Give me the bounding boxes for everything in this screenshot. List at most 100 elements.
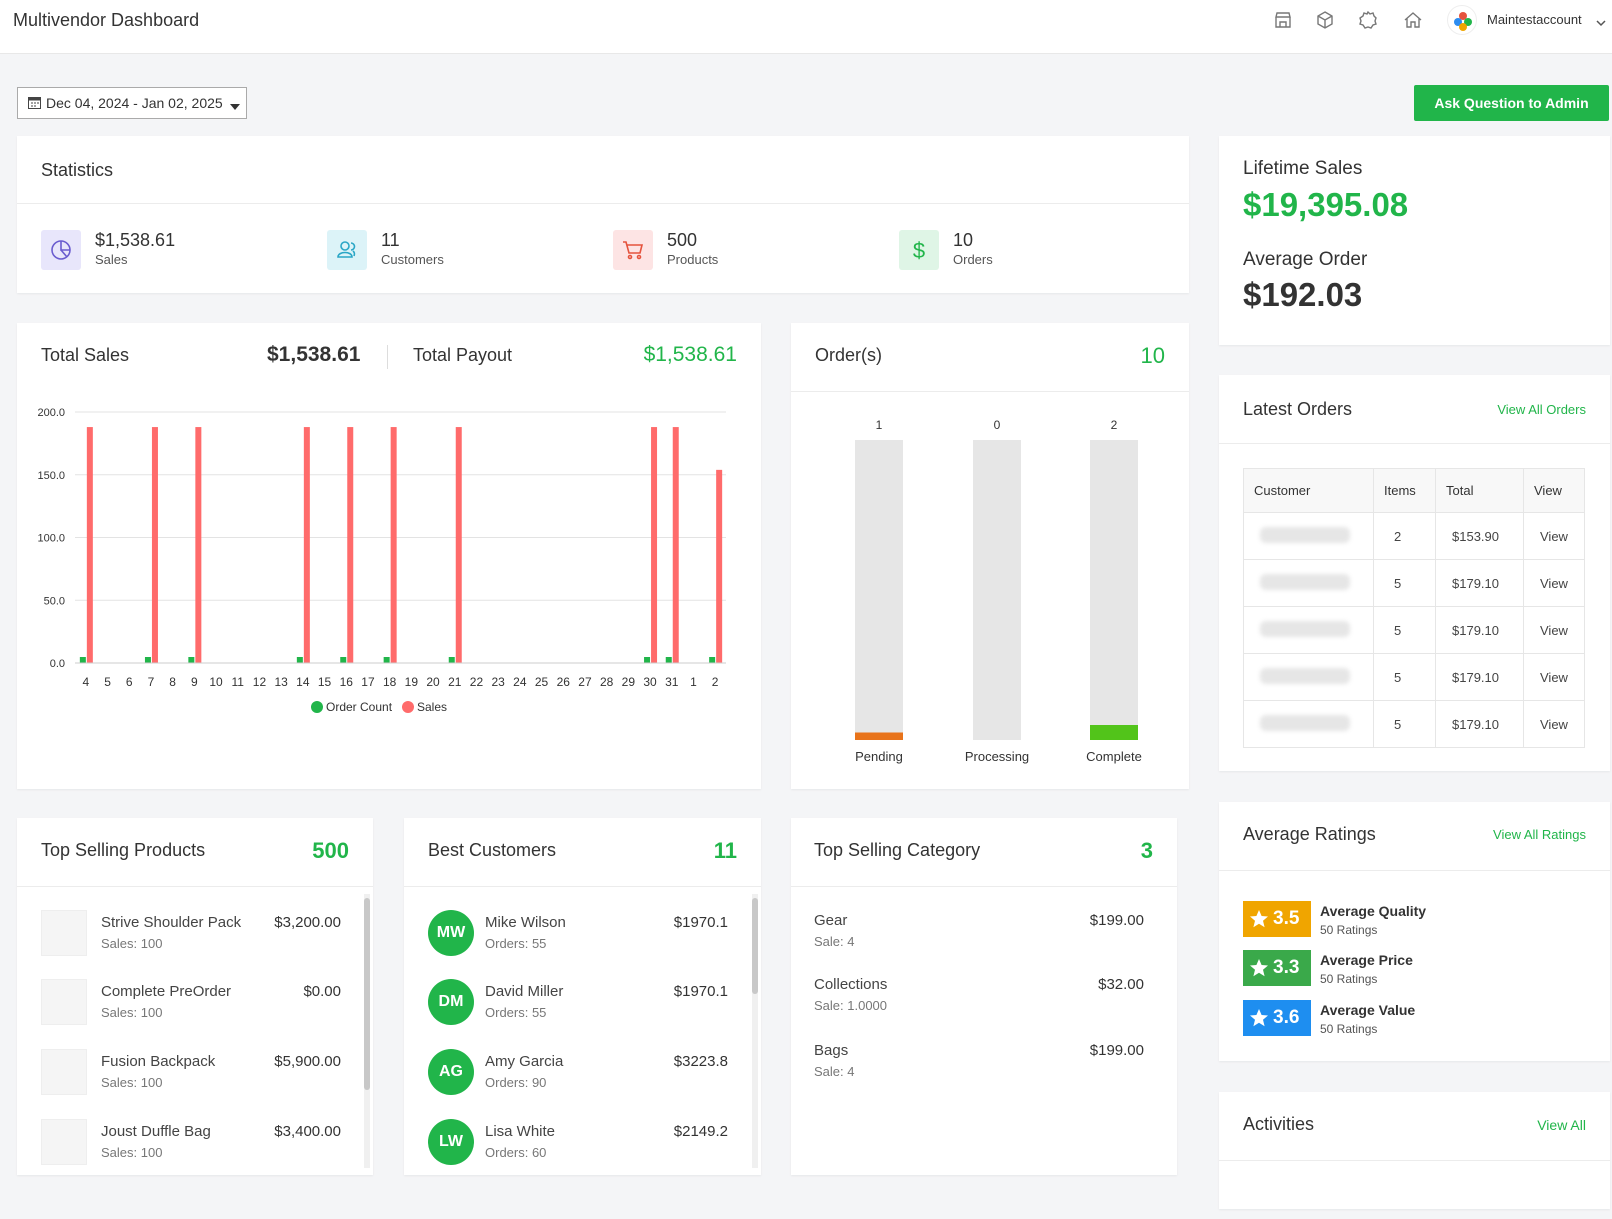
- scrollbar-thumb[interactable]: [752, 898, 758, 994]
- users-icon: [327, 230, 367, 270]
- avatar: DM: [428, 979, 474, 1025]
- customer-orders: Orders: 55: [485, 1005, 547, 1020]
- x-tick-label: 27: [578, 675, 592, 689]
- divider: [404, 886, 761, 887]
- view-link[interactable]: View: [1523, 606, 1585, 654]
- order-count-bar: [340, 657, 347, 663]
- customer-cell: [1243, 700, 1374, 748]
- order-count-label: 1: [876, 418, 883, 432]
- star-icon: [1250, 959, 1268, 977]
- sales-bar: [716, 469, 723, 663]
- x-tick-label: 6: [126, 675, 133, 689]
- product-amount: $5,900.00: [274, 1053, 341, 1070]
- view-all-orders-link[interactable]: View All Orders: [1497, 402, 1586, 417]
- list-item[interactable]: AG Amy Garcia Orders: 90 $3223.8: [428, 1049, 728, 1109]
- view-all-activities-link[interactable]: View All: [1537, 1117, 1586, 1133]
- avatar[interactable]: [1447, 5, 1477, 35]
- total-cell: $153.90: [1435, 512, 1524, 560]
- list-item[interactable]: Gear Sale: 4 $199.00: [814, 912, 1144, 962]
- product-image-placeholder: [41, 1049, 87, 1095]
- divider: [387, 345, 388, 369]
- x-tick-label: 22: [470, 675, 484, 689]
- order-status-label: Pending: [855, 749, 903, 764]
- y-tick-label: 100.0: [37, 533, 65, 545]
- sales-bar: [651, 427, 658, 663]
- product-name: Complete PreOrder: [101, 983, 232, 1000]
- dollar-icon: $: [899, 230, 939, 270]
- product-amount: $3,400.00: [274, 1123, 341, 1140]
- pie-chart-icon: [41, 230, 81, 270]
- view-link[interactable]: View: [1523, 700, 1585, 748]
- product-sales: Sales: 100: [101, 1005, 163, 1020]
- table-row: 5 $179.10 View: [1243, 700, 1585, 748]
- order-bar-track: [855, 440, 903, 740]
- list-item[interactable]: Collections Sale: 1.0000 $32.00: [814, 976, 1144, 1026]
- order-bar-track: [1090, 440, 1138, 740]
- chevron-down-icon[interactable]: [1596, 14, 1606, 32]
- total-cell: $179.10: [1435, 559, 1524, 607]
- divider: [1219, 1160, 1610, 1161]
- gear-icon[interactable]: [1357, 9, 1379, 31]
- sales-bar: [347, 427, 354, 663]
- rating-badge: 3.3: [1243, 950, 1311, 986]
- scrollbar-thumb[interactable]: [364, 898, 370, 1090]
- box-icon[interactable]: [1314, 9, 1336, 31]
- ask-admin-button[interactable]: Ask Question to Admin: [1414, 85, 1609, 121]
- stat-value: $1,538.61: [95, 230, 176, 250]
- x-tick-label: 14: [296, 675, 310, 689]
- lifetime-card: Lifetime Sales $19,395.08 Average Order …: [1219, 136, 1610, 345]
- orders-title: Order(s): [815, 345, 882, 365]
- top-category-card: Top Selling Category 3 Gear Sale: 4 $199…: [791, 818, 1177, 1175]
- view-link[interactable]: View: [1523, 512, 1585, 560]
- order-bar-track: [973, 440, 1021, 740]
- sales-bar: [303, 427, 310, 663]
- x-tick-label: 26: [557, 675, 571, 689]
- date-range-picker[interactable]: Dec 04, 2024 - Jan 02, 2025: [17, 87, 247, 119]
- list-item[interactable]: Strive Shoulder Pack Sales: 100 $3,200.0…: [41, 910, 341, 970]
- x-tick-label: 8: [169, 675, 176, 689]
- list-item[interactable]: Fusion Backpack Sales: 100 $5,900.00: [41, 1049, 341, 1109]
- list-item[interactable]: LW Lisa White Orders: 60 $2149.2: [428, 1119, 728, 1175]
- rating-name: Average Price: [1320, 952, 1413, 968]
- rating-score: 3.3: [1273, 957, 1300, 978]
- ratings-title: Average Ratings: [1243, 824, 1376, 844]
- stat-label: Products: [667, 252, 719, 267]
- account-name[interactable]: Maintestaccount: [1487, 12, 1582, 27]
- list-item[interactable]: Bags Sale: 4 $199.00: [814, 1042, 1144, 1092]
- table-row: 5 $179.10 View: [1243, 559, 1585, 607]
- stat-label: Orders: [953, 252, 993, 267]
- x-tick-label: 19: [405, 675, 419, 689]
- order-count-bar: [665, 657, 672, 663]
- list-item[interactable]: Joust Duffle Bag Sales: 100 $3,400.00: [41, 1119, 341, 1175]
- list-item[interactable]: Complete PreOrder Sales: 100 $0.00: [41, 979, 341, 1039]
- list-item[interactable]: MW Mike Wilson Orders: 55 $1970.1: [428, 910, 728, 970]
- order-count-bar: [448, 657, 455, 663]
- product-sales: Sales: 100: [101, 1075, 163, 1090]
- latest-orders-title: Latest Orders: [1243, 399, 1353, 419]
- x-tick-label: 23: [491, 675, 505, 689]
- statistics-title: Statistics: [41, 160, 114, 180]
- rating-score: 3.6: [1273, 1007, 1300, 1028]
- customer-orders: Orders: 60: [485, 1145, 547, 1160]
- redacted-name: [1260, 620, 1350, 637]
- product-image-placeholder: [41, 910, 87, 956]
- x-tick-label: 15: [318, 675, 332, 689]
- x-tick-label: 4: [83, 675, 90, 689]
- home-icon[interactable]: [1402, 9, 1424, 31]
- order-count-label: 0: [994, 418, 1001, 432]
- rating-count: 50 Ratings: [1320, 1022, 1378, 1036]
- view-all-ratings-link[interactable]: View All Ratings: [1493, 827, 1586, 842]
- svg-text:$: $: [913, 238, 925, 263]
- divider: [791, 886, 1177, 887]
- category-sale: Sale: 4: [814, 934, 855, 949]
- cart-icon: [613, 230, 653, 270]
- order-count-bar: [383, 657, 390, 663]
- list-item[interactable]: DM David Miller Orders: 55 $1970.1: [428, 979, 728, 1039]
- store-icon[interactable]: [1272, 9, 1294, 31]
- scrollbar[interactable]: [752, 894, 758, 1168]
- view-link[interactable]: View: [1523, 559, 1585, 607]
- sales-bar: [390, 427, 397, 663]
- scrollbar[interactable]: [364, 894, 370, 1168]
- view-link[interactable]: View: [1523, 653, 1585, 701]
